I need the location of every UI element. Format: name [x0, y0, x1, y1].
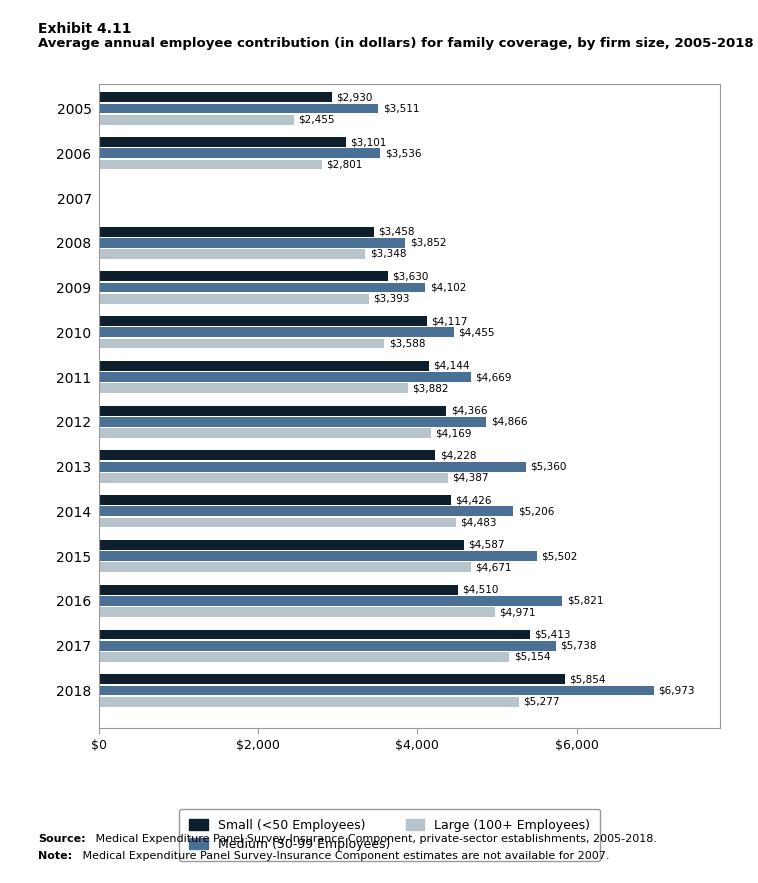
Text: $4,671: $4,671: [475, 562, 512, 572]
Bar: [99, 160, 321, 170]
Bar: [99, 115, 294, 125]
Bar: [99, 495, 451, 505]
Bar: [99, 338, 384, 349]
Text: Medical Expenditure Panel Survey-Insurance Component estimates are not available: Medical Expenditure Panel Survey-Insuran…: [79, 851, 609, 861]
Bar: [99, 517, 456, 527]
Bar: [99, 271, 388, 282]
Bar: [99, 675, 565, 684]
Bar: [99, 585, 458, 594]
Bar: [99, 383, 408, 393]
Text: Source:: Source:: [38, 834, 86, 844]
Text: $4,510: $4,510: [462, 585, 499, 595]
Bar: [99, 316, 427, 326]
Bar: [99, 450, 435, 460]
Text: $5,854: $5,854: [569, 675, 606, 684]
Bar: [99, 641, 556, 651]
Text: $3,882: $3,882: [412, 383, 449, 393]
Bar: [99, 462, 525, 472]
Text: $4,455: $4,455: [458, 328, 494, 337]
Text: $4,144: $4,144: [433, 361, 470, 371]
Bar: [99, 551, 537, 561]
Bar: [99, 608, 495, 617]
Text: $2,455: $2,455: [299, 115, 335, 125]
Text: $3,511: $3,511: [383, 103, 419, 114]
Text: $3,458: $3,458: [378, 227, 415, 237]
Text: $3,536: $3,536: [385, 148, 421, 158]
Text: $5,738: $5,738: [560, 641, 597, 651]
Bar: [99, 103, 378, 113]
Bar: [99, 294, 369, 304]
Text: $4,169: $4,169: [435, 428, 471, 438]
Bar: [99, 630, 530, 639]
Bar: [99, 249, 365, 259]
Text: $4,669: $4,669: [475, 372, 512, 382]
Text: $6,973: $6,973: [659, 685, 695, 696]
Text: $3,101: $3,101: [350, 137, 387, 147]
Text: Exhibit 4.11: Exhibit 4.11: [38, 22, 131, 36]
Text: $4,366: $4,366: [451, 405, 487, 416]
Bar: [99, 507, 513, 517]
Bar: [99, 238, 406, 248]
Text: Note:: Note:: [38, 851, 72, 861]
Text: $3,348: $3,348: [370, 249, 406, 259]
Text: $4,387: $4,387: [453, 472, 489, 483]
Text: $5,360: $5,360: [530, 462, 566, 472]
Text: $2,930: $2,930: [337, 93, 373, 102]
Bar: [99, 137, 346, 147]
Text: $4,426: $4,426: [456, 495, 492, 505]
Text: $4,587: $4,587: [468, 540, 505, 550]
Text: $3,630: $3,630: [392, 271, 428, 282]
Bar: [99, 473, 448, 483]
Text: $3,393: $3,393: [373, 294, 410, 304]
Bar: [99, 540, 464, 550]
Text: Average annual employee contribution (in dollars) for family coverage, by firm s: Average annual employee contribution (in…: [38, 37, 753, 50]
Bar: [99, 148, 381, 158]
Bar: [99, 685, 654, 695]
Text: $5,154: $5,154: [514, 652, 550, 662]
Bar: [99, 428, 431, 438]
Bar: [99, 652, 509, 661]
Text: $4,228: $4,228: [440, 450, 476, 460]
Bar: [99, 93, 332, 102]
Text: $5,206: $5,206: [518, 506, 554, 517]
Bar: [99, 405, 446, 416]
Text: $5,502: $5,502: [541, 551, 578, 561]
Text: $4,117: $4,117: [431, 316, 468, 326]
Bar: [99, 562, 471, 572]
Text: $3,852: $3,852: [410, 238, 446, 248]
Bar: [99, 328, 453, 337]
Text: $3,588: $3,588: [389, 338, 425, 349]
Text: $4,483: $4,483: [460, 517, 496, 527]
Bar: [99, 227, 374, 237]
Bar: [99, 697, 519, 706]
Bar: [99, 361, 429, 371]
Text: $2,801: $2,801: [326, 160, 362, 170]
Text: $5,277: $5,277: [524, 697, 560, 706]
Bar: [99, 372, 471, 382]
Text: $5,821: $5,821: [567, 596, 603, 606]
Bar: [99, 596, 562, 606]
Bar: [99, 417, 487, 426]
Legend: Small (<50 Employees), Medium (50-99 Employees), Large (100+ Employees): Small (<50 Employees), Medium (50-99 Emp…: [180, 809, 600, 861]
Bar: [99, 283, 425, 292]
Text: $4,866: $4,866: [490, 417, 527, 426]
Text: $5,413: $5,413: [534, 630, 571, 639]
Text: Medical Expenditure Panel Survey-Insurance Component, private-sector establishme: Medical Expenditure Panel Survey-Insuran…: [92, 834, 657, 844]
Text: $4,971: $4,971: [499, 608, 536, 617]
Text: $4,102: $4,102: [430, 283, 466, 292]
